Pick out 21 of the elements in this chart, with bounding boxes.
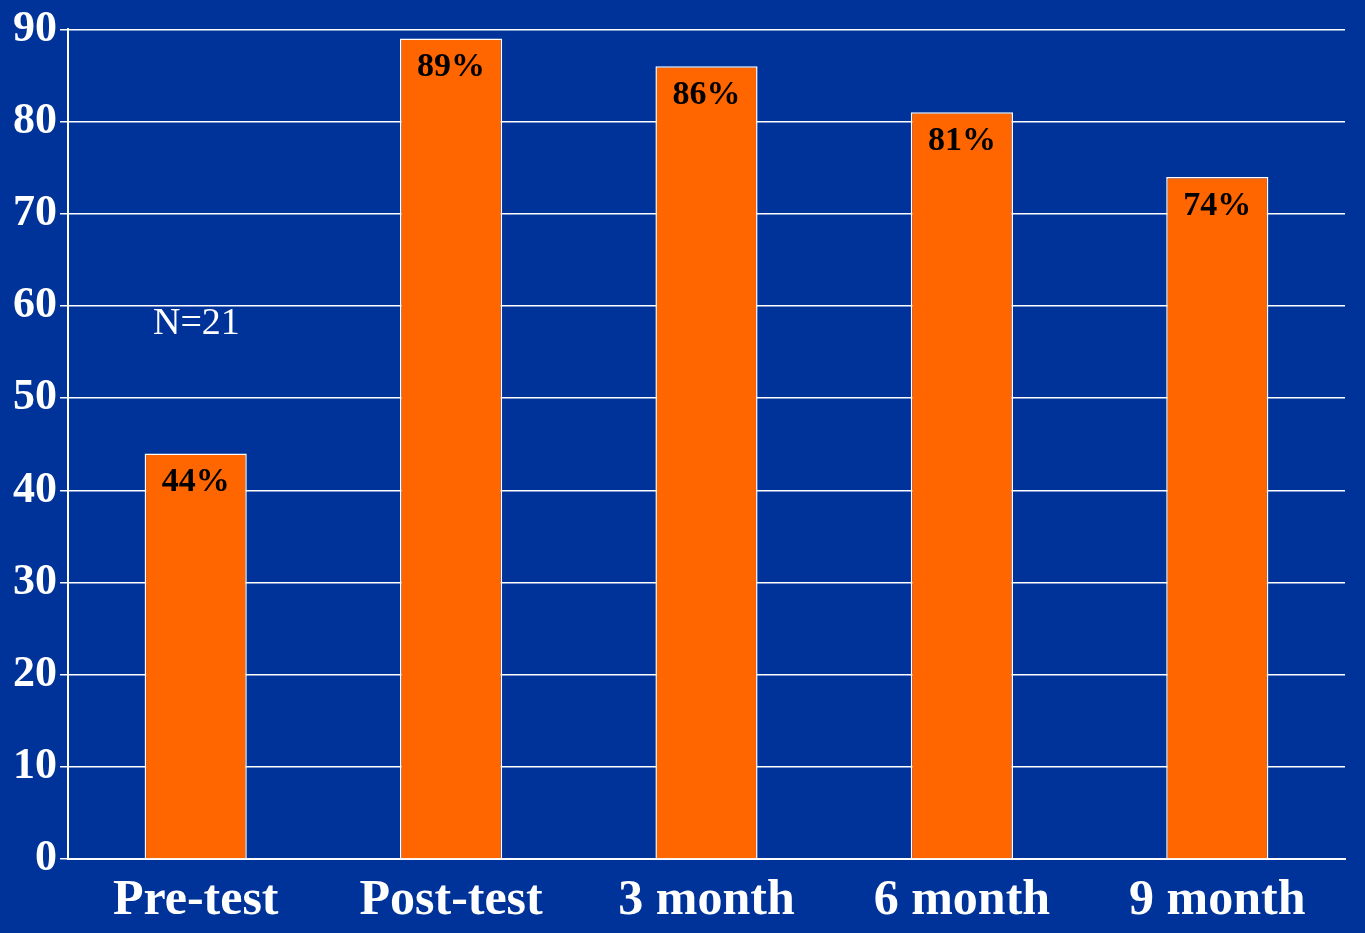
- x-tick-label: Post-test: [359, 868, 544, 925]
- y-tick-label: 30: [13, 554, 57, 604]
- x-tick-label: Pre-test: [112, 868, 279, 925]
- data-label: 89%: [417, 46, 486, 84]
- x-tick-label: 9 month: [1129, 868, 1306, 925]
- y-tick-label: 50: [13, 370, 57, 420]
- annotation: N=21: [153, 300, 240, 343]
- y-tick-label: 10: [13, 739, 57, 789]
- data-label: 74%: [1183, 184, 1252, 222]
- y-tick-label: 40: [13, 462, 57, 512]
- data-label: 81%: [927, 120, 996, 158]
- x-tick-label: 3 month: [618, 868, 795, 925]
- y-tick-label: 20: [13, 647, 57, 696]
- y-tick-label: 70: [13, 186, 57, 236]
- y-tick-label: 60: [13, 278, 57, 328]
- data-label: 86%: [672, 74, 741, 112]
- data-label: 44%: [161, 461, 230, 499]
- x-tick-label: 6 month: [873, 868, 1051, 925]
- y-tick-label: 80: [13, 93, 57, 143]
- y-tick-label: 0: [35, 831, 57, 881]
- y-tick-label: 90: [13, 1, 57, 51]
